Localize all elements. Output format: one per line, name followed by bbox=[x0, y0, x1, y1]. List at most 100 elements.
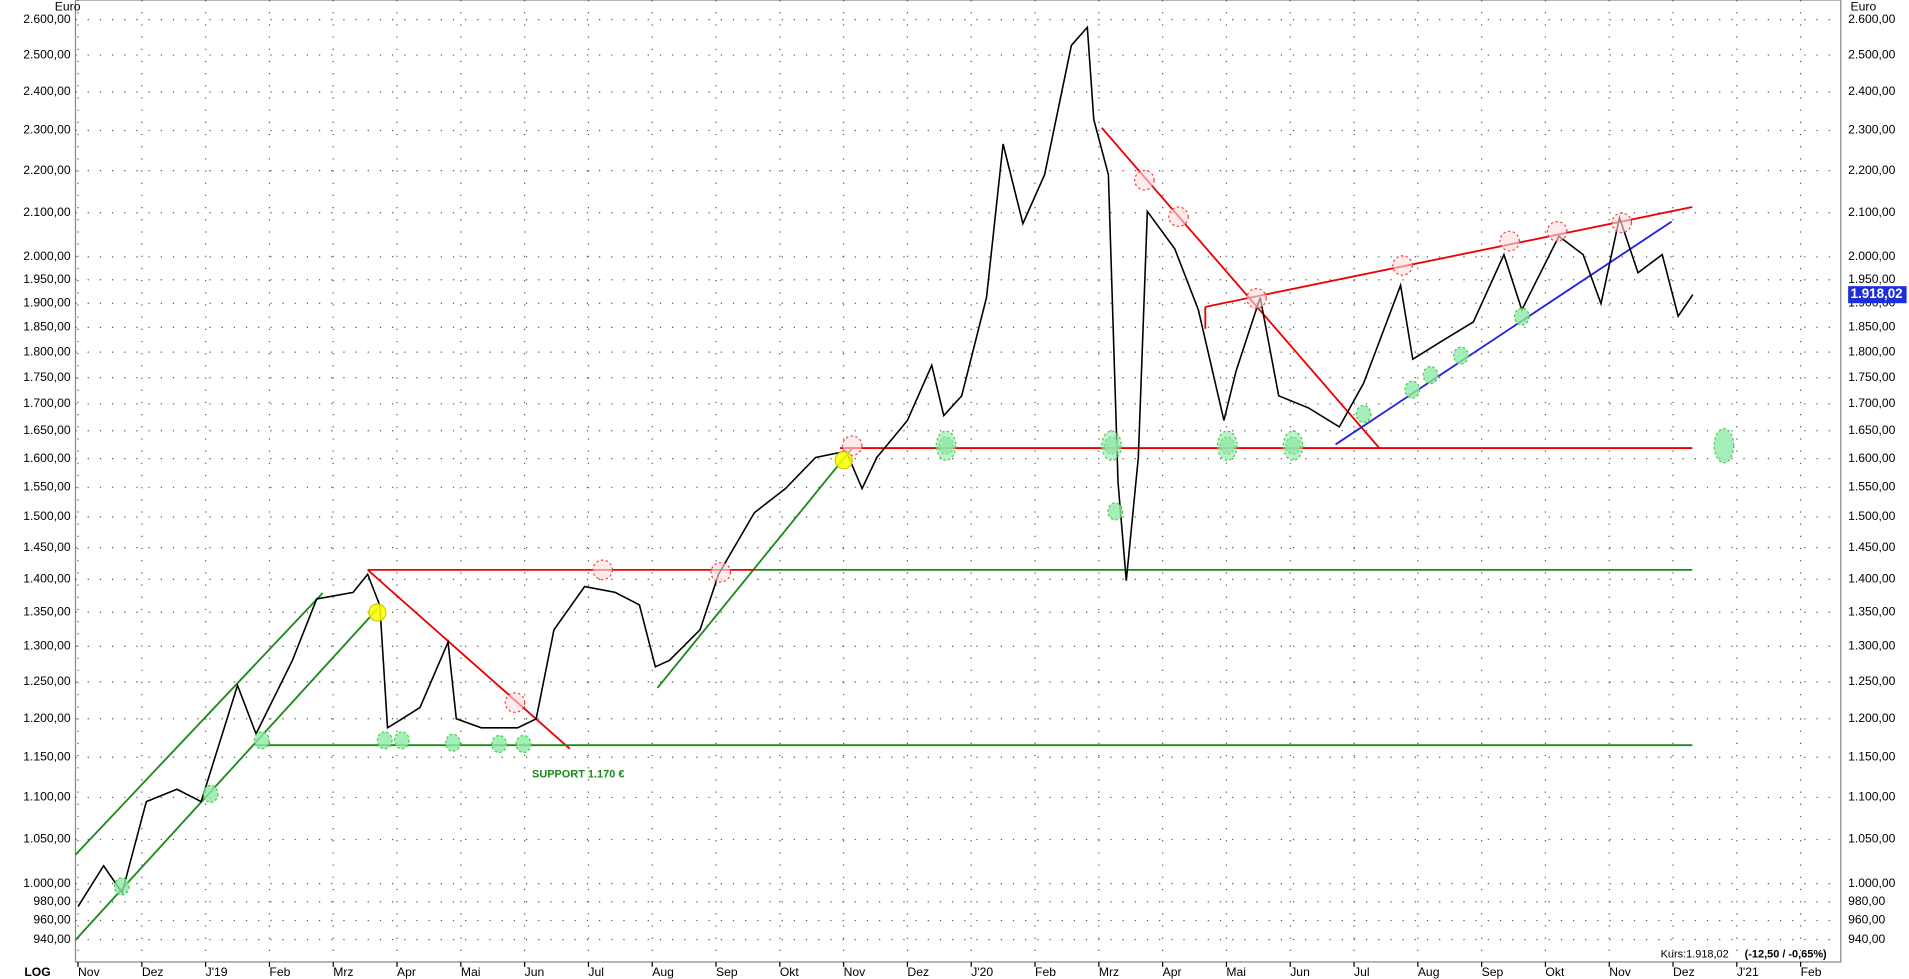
y-tick-label: 1.500,00 bbox=[23, 509, 71, 523]
support-marker bbox=[1713, 428, 1735, 464]
y-tick-label-right: 1.100,00 bbox=[1848, 790, 1896, 804]
y-tick-label: 1.350,00 bbox=[23, 604, 71, 618]
x-tick-label: Okt bbox=[780, 965, 800, 979]
y-tick-label: 2.400,00 bbox=[23, 84, 71, 98]
resistance-marker bbox=[710, 561, 732, 583]
signal-marker bbox=[834, 451, 853, 470]
y-tick-label-right: 1.150,00 bbox=[1848, 749, 1896, 763]
y-tick-label-right: 1.500,00 bbox=[1848, 509, 1896, 523]
support-marker bbox=[113, 877, 130, 896]
y-tick-label-right: 1.200,00 bbox=[1848, 711, 1896, 725]
y-tick-label: 1.650,00 bbox=[23, 423, 71, 437]
support-marker bbox=[1107, 502, 1124, 521]
x-tick-label: J'19 bbox=[206, 965, 228, 979]
price-line bbox=[77, 25, 1694, 907]
x-tick-label: Jun bbox=[1290, 965, 1310, 979]
x-tick-label: Mrz bbox=[1099, 965, 1119, 979]
y-tick-label-right: 2.600,00 bbox=[1848, 12, 1896, 26]
x-tick-label: Nov bbox=[78, 965, 101, 979]
x-tick-label: Jul bbox=[1354, 965, 1370, 979]
x-tick-label: Jul bbox=[588, 965, 604, 979]
x-tick-label: Feb bbox=[1801, 965, 1822, 979]
y-tick-label-right: 2.500,00 bbox=[1848, 47, 1896, 61]
y-tick-label-right: 2.300,00 bbox=[1848, 123, 1896, 137]
x-tick-label: Mai bbox=[461, 965, 481, 979]
series bbox=[77, 25, 1694, 907]
y-tick-label: 1.850,00 bbox=[23, 320, 71, 334]
y-tick-label: 1.450,00 bbox=[23, 540, 71, 554]
y-tick-label: 1.950,00 bbox=[23, 272, 71, 286]
y-tick-label-right: 940,00 bbox=[1848, 932, 1885, 946]
y-tick-label: 1.200,00 bbox=[23, 711, 71, 725]
y-tick-label-right: 1.650,00 bbox=[1848, 423, 1896, 437]
x-tick-label: Dez bbox=[1673, 965, 1695, 979]
y-tick-label-right: 1.850,00 bbox=[1848, 320, 1896, 334]
y-tick-label-right: 1.800,00 bbox=[1848, 344, 1896, 358]
y-tick-label: 1.600,00 bbox=[23, 451, 71, 465]
support-marker bbox=[1513, 307, 1530, 326]
x-tick-label: Feb bbox=[1035, 965, 1056, 979]
support-marker bbox=[1216, 430, 1238, 461]
support-marker bbox=[1355, 404, 1372, 424]
y-tick-label: 1.000,00 bbox=[23, 876, 71, 890]
x-tick-label: Sep bbox=[1482, 965, 1504, 979]
y-tick-label-right: 1.450,00 bbox=[1848, 540, 1896, 554]
support-marker bbox=[1453, 346, 1469, 365]
y-tick-label: 1.400,00 bbox=[23, 572, 71, 586]
x-tick-label: Mrz bbox=[333, 965, 353, 979]
annotation: SUPPORT 1.170 € bbox=[532, 768, 624, 780]
y-tick-label: 2.500,00 bbox=[23, 47, 71, 61]
support-marker bbox=[1404, 380, 1421, 399]
y-tick-label: 1.750,00 bbox=[23, 370, 71, 384]
y-tick-label: 2.200,00 bbox=[23, 163, 71, 177]
y-tick-label: 1.150,00 bbox=[23, 749, 71, 763]
y-unit-right: Euro bbox=[1851, 0, 1877, 14]
quote-label: Kurs:1.918,02 bbox=[1661, 949, 1729, 961]
support-marker bbox=[1282, 430, 1304, 461]
resistance-marker bbox=[1499, 230, 1521, 252]
x-tick-label: Aug bbox=[652, 965, 674, 979]
x-tick-label: Feb bbox=[269, 965, 290, 979]
x-tick-label: Nov bbox=[844, 965, 867, 979]
y-tick-label-right: 2.100,00 bbox=[1848, 205, 1896, 219]
y-tick-label: 1.100,00 bbox=[23, 790, 71, 804]
x-tick-label: J'20 bbox=[971, 965, 993, 979]
y-tick-label: 2.600,00 bbox=[23, 12, 71, 26]
y-unit-left: Euro bbox=[55, 0, 81, 14]
y-tick-label: 1.050,00 bbox=[23, 832, 71, 846]
trend-line bbox=[1205, 206, 1693, 308]
y-tick-label: 940,00 bbox=[33, 932, 70, 946]
support-marker bbox=[1422, 365, 1439, 385]
y-tick-label-right: 980,00 bbox=[1848, 894, 1885, 908]
y-tick-label: 960,00 bbox=[33, 913, 70, 927]
y-tick-label: 1.550,00 bbox=[23, 480, 71, 494]
y-tick-label-right: 1.950,00 bbox=[1848, 272, 1896, 286]
signal-marker bbox=[368, 603, 387, 622]
y-tick-label: 980,00 bbox=[33, 894, 70, 908]
y-tick-label-right: 960,00 bbox=[1848, 913, 1885, 927]
resistance-marker bbox=[841, 435, 863, 457]
support-marker bbox=[393, 731, 410, 750]
x-tick-label: Mai bbox=[1226, 965, 1246, 979]
y-tick-label-right: 2.000,00 bbox=[1848, 249, 1896, 263]
x-tick-label: Sep bbox=[716, 965, 738, 979]
x-tick-label: Apr bbox=[397, 965, 416, 979]
y-tick-label-right: 1.050,00 bbox=[1848, 832, 1896, 846]
resistance-marker bbox=[1246, 287, 1267, 309]
support-marker bbox=[253, 731, 270, 750]
y-tick-label-right: 1.350,00 bbox=[1848, 604, 1896, 618]
y-tick-label-right: 1.550,00 bbox=[1848, 480, 1896, 494]
x-tick-label: Dez bbox=[907, 965, 929, 979]
last-price-label: 1.918,02 bbox=[1851, 286, 1903, 301]
y-tick-label-right: 1.700,00 bbox=[1848, 396, 1896, 410]
scale-label: LOG bbox=[24, 965, 50, 979]
support-marker bbox=[444, 733, 461, 752]
support-marker bbox=[515, 734, 532, 754]
support-marker bbox=[935, 430, 957, 461]
y-tick-label-right: 1.000,00 bbox=[1848, 876, 1896, 890]
y-tick-label-right: 1.400,00 bbox=[1848, 572, 1896, 586]
y-tick-label: 2.000,00 bbox=[23, 249, 71, 263]
y-tick-label-right: 1.300,00 bbox=[1848, 639, 1896, 653]
x-tick-label: Apr bbox=[1163, 965, 1182, 979]
